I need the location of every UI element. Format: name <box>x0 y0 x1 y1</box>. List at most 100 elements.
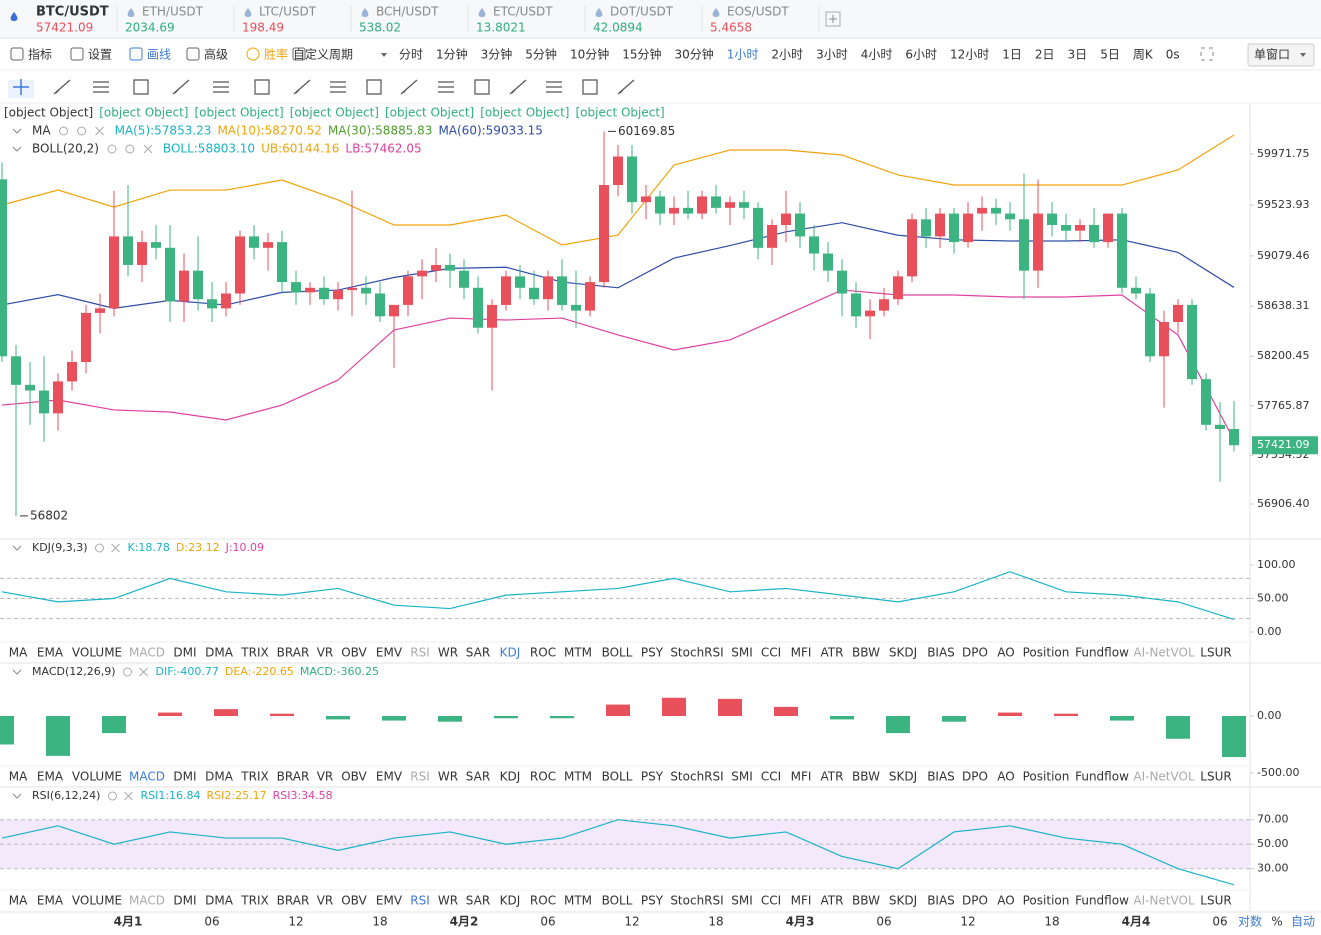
tool-icon[interactable] <box>474 79 490 95</box>
indicator-tab[interactable]: MTM <box>564 770 592 784</box>
period[interactable]: 30分钟 <box>675 47 714 62</box>
indicator-tab[interactable]: ROC <box>530 894 556 908</box>
axis-option[interactable]: 自动 <box>1291 915 1315 929</box>
indicator-tab[interactable]: BOLL <box>602 894 633 908</box>
menu-item[interactable]: 设置 <box>88 48 112 62</box>
indicator-tab[interactable]: BIAS <box>927 646 955 660</box>
indicator-tab[interactable]: DMI <box>173 894 196 908</box>
indicator-tab[interactable]: StochRSI <box>670 646 723 660</box>
indicator-tab[interactable]: Position <box>1023 894 1070 908</box>
tool-icon[interactable] <box>293 79 311 95</box>
period[interactable]: 5分钟 <box>525 47 557 62</box>
indicator-tab[interactable]: MACD <box>129 894 165 908</box>
indicator-tab[interactable]: CCI <box>761 646 781 660</box>
indicator-tab[interactable]: VOLUME <box>72 646 122 660</box>
indicator-tab[interactable]: SKDJ <box>889 646 917 660</box>
indicator-tab[interactable]: DMI <box>173 770 196 784</box>
eye-icon[interactable] <box>107 144 117 154</box>
indicator-tab[interactable]: VR <box>317 646 334 660</box>
period[interactable]: 3小时 <box>816 48 848 62</box>
period[interactable]: 周K <box>1133 48 1154 62</box>
indicator-tab[interactable]: BIAS <box>927 770 955 784</box>
period[interactable]: 10分钟 <box>570 47 609 62</box>
indicator-tab[interactable]: DMA <box>205 646 234 660</box>
period[interactable]: 3日 <box>1068 48 1088 62</box>
indicator-tab[interactable]: DPO <box>962 770 988 784</box>
close-icon[interactable] <box>143 144 153 154</box>
indicator-tab[interactable]: ROC <box>530 770 556 784</box>
period[interactable]: 12小时 <box>950 48 989 62</box>
close-icon[interactable] <box>124 791 133 801</box>
indicator-tab[interactable]: LSUR <box>1200 770 1231 784</box>
indicator-tab[interactable]: EMV <box>376 646 403 660</box>
indicator-tab[interactable]: TRIX <box>240 894 268 908</box>
indicator-tab[interactable]: StochRSI <box>670 894 723 908</box>
indicator-tab[interactable]: WR <box>438 646 458 660</box>
period[interactable]: 1小时 <box>727 48 759 62</box>
indicator-tab[interactable]: EMV <box>376 770 403 784</box>
tool-icon[interactable] <box>254 79 270 95</box>
indicator-tab[interactable]: PSY <box>641 770 664 784</box>
close-icon[interactable] <box>111 543 120 553</box>
indicator-tab[interactable]: EMA <box>37 770 64 784</box>
tool-icon[interactable] <box>438 81 454 93</box>
indicator-tab[interactable]: WR <box>438 894 458 908</box>
indicator-tab[interactable]: VOLUME <box>72 894 122 908</box>
menu-item[interactable]: 胜率 <box>264 47 288 62</box>
indicator-tab[interactable]: ATR <box>821 646 844 660</box>
indicator-tab[interactable]: EMA <box>37 894 64 908</box>
indicator-tab[interactable]: TRIX <box>240 770 268 784</box>
settings-icon[interactable] <box>125 144 135 154</box>
indicator-tab[interactable]: WR <box>438 770 458 784</box>
close-icon[interactable] <box>95 126 104 136</box>
window-mode[interactable]: 单窗口 <box>1254 48 1290 62</box>
indicator-tab[interactable]: SAR <box>466 646 490 660</box>
indicator-tab[interactable]: BBW <box>852 770 880 784</box>
indicator-tab[interactable]: BBW <box>852 894 880 908</box>
indicator-tab[interactable]: Fundflow <box>1075 646 1129 660</box>
tool-icon[interactable] <box>582 79 598 95</box>
tool-icon[interactable] <box>509 79 527 95</box>
indicator-tab[interactable]: DMA <box>205 894 234 908</box>
indicator-tab[interactable]: MTM <box>564 894 592 908</box>
indicator-tab[interactable]: OBV <box>341 894 367 908</box>
tab-symbol[interactable]: ETC/USDT <box>493 5 553 19</box>
indicator-tab[interactable]: VR <box>317 894 334 908</box>
indicator-tab[interactable]: AI-NetVOL <box>1133 770 1195 784</box>
indicator-tab[interactable]: CCI <box>761 894 781 908</box>
indicator-tab[interactable]: TRIX <box>240 646 268 660</box>
tool-icon[interactable] <box>172 79 190 95</box>
tool-icon[interactable] <box>53 79 71 95</box>
indicator-tab[interactable]: EMA <box>37 646 64 660</box>
indicator-tab[interactable]: AO <box>997 646 1014 660</box>
indicator-tab[interactable]: MFI <box>791 894 812 908</box>
indicator-tab[interactable]: AO <box>997 894 1014 908</box>
indicator-tab[interactable]: AI-NetVOL <box>1133 646 1195 660</box>
indicator-tab[interactable]: DMI <box>173 646 196 660</box>
indicator-tab[interactable]: SMI <box>731 646 753 660</box>
indicator-tab[interactable]: CCI <box>761 770 781 784</box>
tool-icon[interactable] <box>93 81 109 93</box>
tool-icon[interactable] <box>213 81 229 93</box>
tool-icon[interactable] <box>546 81 562 93</box>
indicator-tab[interactable]: BRAR <box>277 770 310 784</box>
indicator-tab[interactable]: MTM <box>564 646 592 660</box>
indicator-tab[interactable]: EMV <box>376 894 403 908</box>
menu-item[interactable]: 高级 <box>204 47 228 62</box>
indicator-tab[interactable]: StochRSI <box>670 770 723 784</box>
menu-item[interactable]: 指标 <box>28 47 52 62</box>
indicator-tab[interactable]: MFI <box>791 770 812 784</box>
indicator-tab[interactable]: BOLL <box>602 646 633 660</box>
indicator-tab[interactable]: BBW <box>852 646 880 660</box>
tab-symbol[interactable]: BCH/USDT <box>376 5 439 19</box>
period[interactable]: 2日 <box>1035 48 1055 62</box>
period[interactable]: 2小时 <box>771 48 803 62</box>
indicator-tab[interactable]: RSI <box>410 770 430 784</box>
indicator-tab[interactable]: SKDJ <box>889 770 917 784</box>
indicator-tab[interactable]: BOLL <box>602 770 633 784</box>
tab-symbol[interactable]: DOT/USDT <box>610 5 674 19</box>
axis-option[interactable]: 对数 <box>1238 914 1262 929</box>
axis-option[interactable]: % <box>1271 915 1282 929</box>
indicator-tab[interactable]: Position <box>1023 646 1070 660</box>
indicator-tab[interactable]: BRAR <box>277 894 310 908</box>
